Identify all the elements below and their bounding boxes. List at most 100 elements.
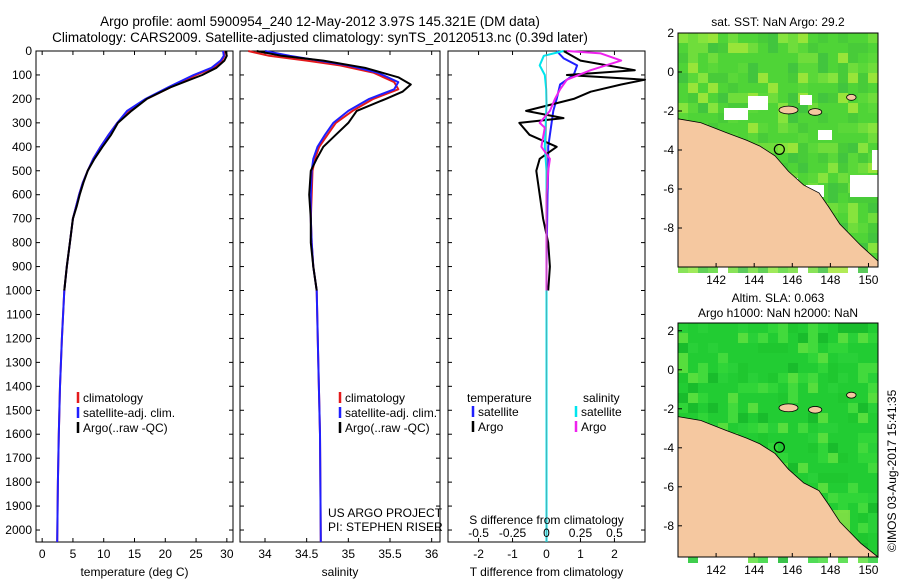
map-cell [788, 43, 798, 53]
map-cell [818, 143, 828, 153]
map-cell [808, 413, 818, 423]
map-cell [828, 493, 838, 503]
map-missing-cell [748, 96, 768, 110]
map-cell [728, 363, 738, 373]
map-cell [858, 83, 868, 93]
map-cell [768, 423, 778, 433]
map-cell [848, 163, 858, 173]
map-cell [778, 393, 788, 403]
map-cell [728, 93, 738, 103]
map-cell [738, 323, 748, 333]
map-cell [738, 413, 748, 423]
map-cell [678, 353, 688, 363]
map-cell [798, 153, 808, 163]
map-cell [818, 333, 828, 343]
map-cell [818, 443, 828, 453]
map-cell [838, 163, 848, 173]
map-cell [688, 343, 698, 353]
map-cell [698, 413, 708, 423]
map-cell [828, 193, 838, 203]
map-cell [798, 463, 808, 473]
map-cell [718, 113, 728, 123]
map-cell [688, 43, 698, 53]
map-cell [858, 263, 868, 273]
map-cell [698, 393, 708, 403]
map-cell [748, 553, 758, 563]
map-cell [838, 323, 848, 333]
map-missing-cell [800, 95, 812, 105]
map-cell [738, 333, 748, 343]
ytick-label: 1300 [5, 355, 32, 369]
map-cell [858, 533, 868, 543]
map-cell [858, 333, 868, 343]
xtick-label: 144 [744, 563, 764, 577]
map-cell [868, 443, 878, 453]
map-cell [698, 93, 708, 103]
map-cell [688, 73, 698, 83]
map-cell [838, 143, 848, 153]
map-cell [778, 113, 788, 123]
sla-map-frame [677, 322, 879, 558]
ytick-label: 2000 [5, 523, 32, 537]
map-cell [848, 213, 858, 223]
map-cell [808, 143, 818, 153]
map-cell [768, 443, 778, 453]
map-cell [758, 33, 768, 43]
map-cell [678, 263, 688, 273]
xtick-label: 2 [611, 547, 618, 561]
map-island [808, 406, 823, 414]
map-cell [868, 93, 878, 103]
map-cell [698, 263, 708, 273]
map-cell [688, 93, 698, 103]
map-cell [838, 263, 848, 273]
xtick-label: 148 [820, 563, 840, 577]
map-cell [808, 43, 818, 53]
map-cell [798, 123, 808, 133]
map-cell [748, 43, 758, 53]
map-cell [708, 403, 718, 413]
map-cell [858, 193, 868, 203]
map-cell [718, 363, 728, 373]
map-cell [808, 553, 818, 563]
map-cell [688, 553, 698, 563]
map-cell [798, 333, 808, 343]
xtick-label: 15 [128, 547, 142, 561]
map-cell [858, 123, 868, 133]
map-cell [858, 323, 868, 333]
imos-watermark: ©IMOS 03-Aug-2017 15:41:35 [885, 389, 899, 552]
map-cell [868, 233, 878, 243]
map-cell [748, 423, 758, 433]
map-cell [798, 143, 808, 153]
map-cell [788, 113, 798, 123]
map-missing-cell [850, 175, 878, 197]
legend-label: climatology [345, 391, 405, 405]
map-cell [758, 343, 768, 353]
map-cell [858, 513, 868, 523]
map-cell [848, 333, 858, 343]
ytick-label: 1500 [5, 403, 32, 417]
map-cell [848, 223, 858, 233]
legend-label: satellite-adj. clim. [345, 406, 437, 420]
argo-location-marker [773, 143, 785, 156]
map-cell [848, 403, 858, 413]
map-cell [848, 483, 858, 493]
xtick-label: 146 [782, 273, 802, 287]
ytick-label: 2 [667, 26, 674, 40]
map-cell [788, 153, 798, 163]
map-cell [798, 373, 808, 383]
map-missing-cell [724, 108, 748, 120]
map-cell [768, 93, 778, 103]
sla-map-land [677, 416, 880, 558]
map-cell [868, 193, 878, 203]
map-cell [788, 123, 798, 133]
map-cell [868, 63, 878, 73]
legend-label: Argo(..raw -QC) [345, 421, 430, 435]
xtick-label: 30 [220, 547, 234, 561]
legend-label: Argo(..raw -QC) [83, 421, 168, 435]
map-cell [808, 263, 818, 273]
map-cell [858, 403, 868, 413]
xtick-top-label: 0 [543, 526, 550, 540]
map-cell [818, 473, 828, 483]
map-cell [868, 553, 878, 563]
xtick-label: 148 [820, 273, 840, 287]
